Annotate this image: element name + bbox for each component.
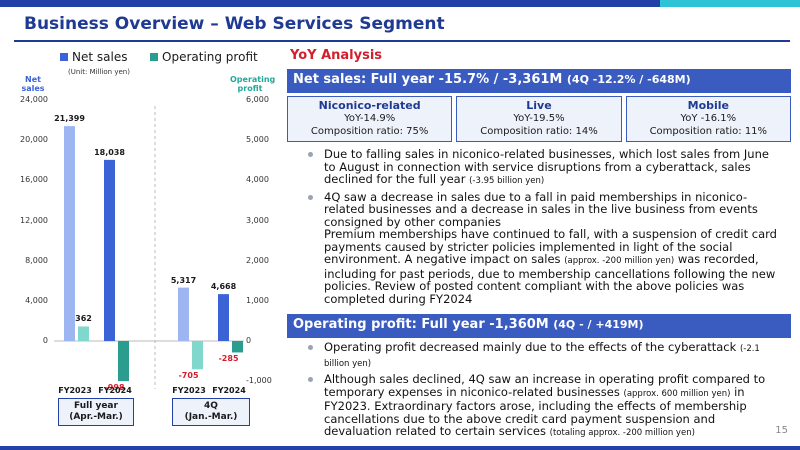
bullet-item: Operating profit decreased mainly due to…	[304, 341, 784, 370]
x-period-label: FY2024	[98, 386, 132, 395]
segment-ratio: Composition ratio: 75%	[310, 126, 429, 137]
group-label-4q-line2: (Jan.-Mar.)	[184, 412, 238, 422]
group-label-4q-line1: 4Q	[204, 401, 218, 411]
segment-yoy: YoY -16.1%	[680, 113, 737, 124]
right-tick-label: 0	[246, 336, 252, 345]
bottom-accent-bar	[0, 446, 800, 450]
right-tick-label: -1,000	[246, 376, 272, 386]
legend-swatch-net-sales	[60, 53, 68, 61]
bullet-note: (approx. 600 million yen)	[623, 388, 731, 399]
bullet-item: Although sales declined, 4Q saw an incre…	[304, 373, 784, 440]
x-period-label: FY2024	[212, 386, 246, 395]
operating-profit-header-sub: (4Q - / +419M)	[553, 318, 644, 331]
net-sales-bar	[104, 159, 115, 341]
group-label-4q: 4Q (Jan.-Mar.)	[172, 398, 250, 426]
legend-swatch-operating-profit	[150, 53, 158, 61]
net-sales-bar	[178, 287, 189, 341]
operating-profit-bar	[192, 341, 203, 370]
bullet-note: (-3.95 billion yen)	[469, 176, 545, 186]
right-tick-label: 3,000	[246, 215, 269, 225]
bullet-text: Operating profit decreased mainly due to…	[324, 340, 737, 354]
net-sales-value-label: 5,317	[170, 275, 197, 285]
chart-plot	[54, 106, 244, 389]
operating-profit-header: Operating profit: Full year -1,360M (4Q …	[287, 314, 791, 338]
bullet-text: was recorded, including for past periods…	[324, 252, 776, 306]
operating-profit-value-label: 362	[75, 314, 92, 324]
title-divider	[14, 40, 790, 42]
legend-operating-profit: Operating profit	[150, 50, 258, 64]
operating-profit-value-label: -285	[218, 354, 239, 364]
operating-profit-bar	[118, 341, 129, 382]
left-tick-label: 0	[42, 336, 48, 345]
bullet-note: (-2.1 billion yen)	[324, 344, 760, 369]
operating-profit-header-main: Operating profit: Full year -1,360M	[293, 317, 549, 332]
operating-profit-value-label: -998	[104, 383, 125, 393]
segment-yoy: YoY-14.9%	[344, 113, 396, 124]
segment-chart: Net sales Operating profit (Unit: Millio…	[0, 44, 286, 434]
bullet-text: Due to falling sales in niconico-related…	[324, 147, 769, 186]
segment-ratio: Composition ratio: 11%	[649, 126, 768, 137]
left-tick-label: 24,000	[20, 95, 48, 104]
bullet-item: Due to falling sales in niconico-related…	[304, 148, 784, 188]
right-tick-label: 5,000	[246, 135, 269, 145]
left-tick-label: 8,000	[25, 255, 48, 265]
page-number: 15	[775, 425, 788, 436]
left-axis-title: Net sales	[21, 75, 45, 93]
segment-yoy: YoY-19.5%	[513, 113, 565, 124]
right-tick-label: 1,000	[246, 295, 269, 305]
net-sales-value-label: 21,399	[54, 114, 85, 124]
segment-title: Mobile	[687, 99, 730, 112]
net-sales-bar	[218, 294, 229, 341]
bullet-item: 4Q saw a decrease in sales due to a fall…	[304, 189, 784, 306]
net-sales-bullets: Due to falling sales in niconico-related…	[304, 148, 784, 308]
top-accent-bar	[0, 0, 800, 7]
operating-profit-bullets: Operating profit decreased mainly due to…	[304, 341, 784, 443]
right-tick-label: 2,000	[246, 255, 269, 265]
net-sales-bar	[64, 126, 75, 341]
right-tick-label: 6,000	[246, 95, 269, 104]
operating-profit-value-label: -705	[178, 371, 199, 381]
segment-box-niconico: Niconico-related YoY-14.9% Composition r…	[287, 96, 453, 142]
segment-title: Niconico-related	[318, 99, 421, 112]
group-label-full-year-line2: (Apr.-Mar.)	[69, 412, 123, 422]
bullet-text: Premium memberships have continued to fa…	[324, 227, 777, 266]
operating-profit-bar	[78, 326, 89, 341]
group-label-full-year: Full year (Apr.-Mar.)	[58, 398, 134, 426]
segment-title: Live	[526, 99, 552, 112]
net-sales-header-sub: (4Q -12.2% / -648M)	[566, 73, 691, 86]
left-tick-label: 12,000	[20, 215, 48, 225]
right-tick-label: 4,000	[246, 175, 269, 185]
segment-boxes: Niconico-related YoY-14.9% Composition r…	[287, 96, 791, 142]
operating-profit-bar	[232, 341, 243, 353]
left-tick-label: 20,000	[20, 135, 48, 145]
yoy-analysis-heading: YoY Analysis	[290, 48, 383, 63]
segment-box-live: Live YoY-19.5% Composition ratio: 14%	[456, 96, 622, 142]
bullet-text: 4Q saw a decrease in sales due to a fall…	[324, 189, 758, 229]
right-axis-title: Operating profit	[230, 75, 276, 93]
legend-net-sales: Net sales	[60, 50, 127, 64]
chart-unit: (Unit: Million yen)	[68, 68, 130, 76]
net-sales-header: Net sales: Full year -15.7% / -3,361M (4…	[287, 69, 791, 93]
net-sales-value-label: 4,668	[210, 282, 237, 292]
net-sales-header-main: Net sales: Full year -15.7% / -3,361M	[293, 72, 563, 87]
bullet-note: (approx. -200 million yen)	[564, 256, 675, 266]
left-tick-label: 16,000	[20, 175, 48, 185]
bullet-note: (totaling approx. -200 million yen)	[549, 428, 695, 438]
group-label-full-year-line1: Full year	[74, 401, 118, 411]
x-period-label: FY2023	[172, 386, 206, 395]
legend-label-operating-profit: Operating profit	[162, 50, 258, 64]
segment-ratio: Composition ratio: 14%	[480, 126, 598, 137]
segment-box-mobile: Mobile YoY -16.1% Composition ratio: 11%	[625, 96, 791, 142]
bullet-text: in FY2023. Extraordinary factors arose, …	[324, 384, 747, 438]
bullet-text: Although sales declined, 4Q saw an incre…	[324, 372, 766, 399]
bullet-text-continued: Premium memberships have continued to fa…	[324, 228, 784, 305]
net-sales-value-label: 18,038	[94, 147, 125, 157]
page-title: Business Overview – Web Services Segment	[24, 14, 445, 34]
x-period-label: FY2023	[58, 386, 92, 395]
left-tick-label: 4,000	[25, 295, 48, 305]
legend-label-net-sales: Net sales	[72, 50, 128, 64]
